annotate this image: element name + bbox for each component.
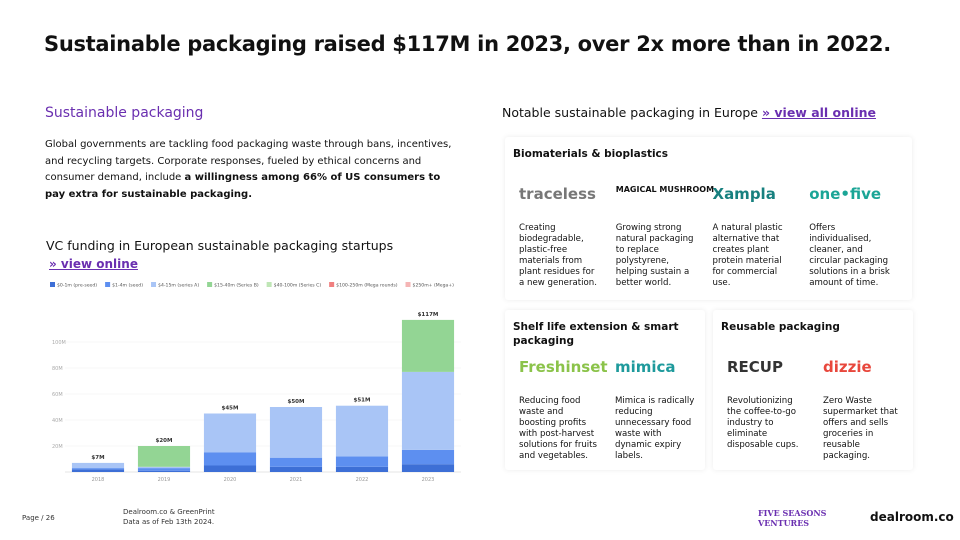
date: Data as of Feb 13th 2024. (123, 518, 215, 526)
paragraph: Global governments are tackling food pac… (45, 137, 460, 203)
text: Global governments are tackling food pac… (45, 139, 452, 183)
legend-swatch (329, 282, 335, 287)
company-logo: Xampla (712, 185, 776, 203)
legend-swatch (105, 282, 111, 287)
bar-segment (71, 469, 125, 472)
bar-segment (137, 470, 191, 472)
legend-label: $100-250m (Mega rounds) (336, 283, 398, 289)
company-logo: dizzie (823, 358, 872, 376)
bar-segment (401, 464, 455, 472)
total-label: $45M (222, 406, 239, 412)
bar-segment (71, 462, 125, 469)
legend-label: $40-100m (Series C) (274, 283, 322, 289)
x-tick-label: 2019 (158, 477, 171, 483)
legend-swatch (266, 282, 272, 287)
company-logo: mimica (615, 358, 676, 376)
bar-segment (401, 371, 455, 450)
bar-segment (401, 319, 455, 372)
bar-segment (269, 407, 323, 458)
bar-segment (71, 468, 125, 470)
x-tick-label: 2023 (422, 477, 435, 483)
bar-segment (335, 466, 389, 472)
chart: $0-1m (pre-seed) $1-4m (seed) $4-15m (seri… (50, 282, 461, 483)
legend-label: $1-4m (seed) (112, 283, 143, 289)
legend-swatch (405, 282, 411, 287)
company-description: Mimica is radically reducing unnecessary… (615, 396, 695, 461)
bar-segment (269, 466, 323, 472)
logo: FIVE SEASONS VENTURES (758, 508, 827, 528)
company-description: Growing strong natural packaging to repl… (615, 223, 694, 288)
company-logo: traceless (519, 185, 596, 203)
legend-label: $15-40m (Series B) (214, 283, 259, 289)
company-description: Offers individualised, cleaner, and circ… (809, 223, 890, 288)
bar-segment (203, 465, 257, 472)
bold-text: a willingness among 66% of US consumers … (45, 172, 441, 200)
chart-heading: VC funding in European sustainable packa… (46, 238, 394, 253)
bar-segment (401, 449, 455, 465)
slide-title: Sustainable packaging raised $117M in 20… (44, 32, 891, 56)
card: Biomaterials & bioplastics traceless Creat… (505, 137, 912, 300)
link[interactable]: » view online (49, 257, 138, 271)
x-tick-label: 2022 (356, 477, 369, 483)
y-tick-label: 40M (52, 418, 63, 424)
legend-swatch (50, 282, 55, 287)
x-tick-label: 2020 (224, 477, 237, 483)
total-label: $117M (418, 312, 439, 318)
section-heading: Notable sustainable packaging in Europe … (502, 105, 876, 120)
company-description: Reducing food waste and boosting profits… (519, 396, 598, 461)
legend-swatch (207, 282, 213, 287)
text: Notable sustainable packaging in Europe (502, 105, 762, 120)
y-tick-label: 80M (52, 366, 63, 372)
legend-label: $0-1m (pre-seed) (57, 283, 97, 289)
legend-swatch (151, 282, 157, 287)
bar-segment (137, 468, 191, 471)
page-number: Page / 26 (22, 514, 55, 522)
y-tick-label: 20M (52, 444, 63, 450)
total-label: $7M (91, 455, 104, 461)
company-logo: Freshinset (519, 358, 608, 376)
bar-segment (137, 446, 191, 467)
company-description: A natural plastic alternative that creat… (712, 223, 783, 288)
bar-segment (137, 466, 191, 469)
company-logo: one•five (809, 185, 882, 203)
section-heading: Sustainable packaging (45, 105, 204, 121)
company-description: Zero Waste supermarket that offers and s… (823, 396, 898, 461)
bar-segment (203, 452, 257, 466)
legend-label: $250m+ (Mega+) (413, 283, 455, 289)
y-tick-label: 60M (52, 392, 63, 398)
source: Dealroom.co & GreenPrint (123, 508, 215, 516)
total-label: $51M (354, 398, 371, 404)
bar-segment (269, 457, 323, 467)
x-tick-label: 2018 (92, 477, 105, 483)
card: Reusable packaging RECUP Revolutionizing t… (713, 310, 913, 470)
total-label: $50M (288, 399, 305, 405)
bar-segment (335, 405, 389, 457)
card-title: Shelf life extension & smart packaging (513, 321, 679, 347)
logo: dealroom.co (870, 510, 954, 524)
company-logo: RECUP (727, 358, 783, 376)
link[interactable]: » view all online (761, 105, 876, 120)
company-logo: MAGICAL MUSHROOM (615, 185, 715, 194)
x-tick-label: 2021 (290, 477, 303, 483)
y-tick-label: 100M (52, 340, 66, 346)
card-title: Biomaterials & bioplastics (513, 148, 669, 160)
bar-segment (203, 413, 257, 453)
company-description: Creating biodegradable, plastic-free mat… (519, 223, 597, 288)
company-description: Revolutionizing the coffee-to-go industr… (727, 396, 799, 450)
bar-segment (335, 456, 389, 467)
card: Shelf life extension & smart packaging Fr… (505, 310, 705, 470)
total-label: $20M (156, 438, 173, 444)
legend-label: $4-15m (series A) (158, 283, 199, 289)
card-title: Reusable packaging (721, 321, 840, 333)
